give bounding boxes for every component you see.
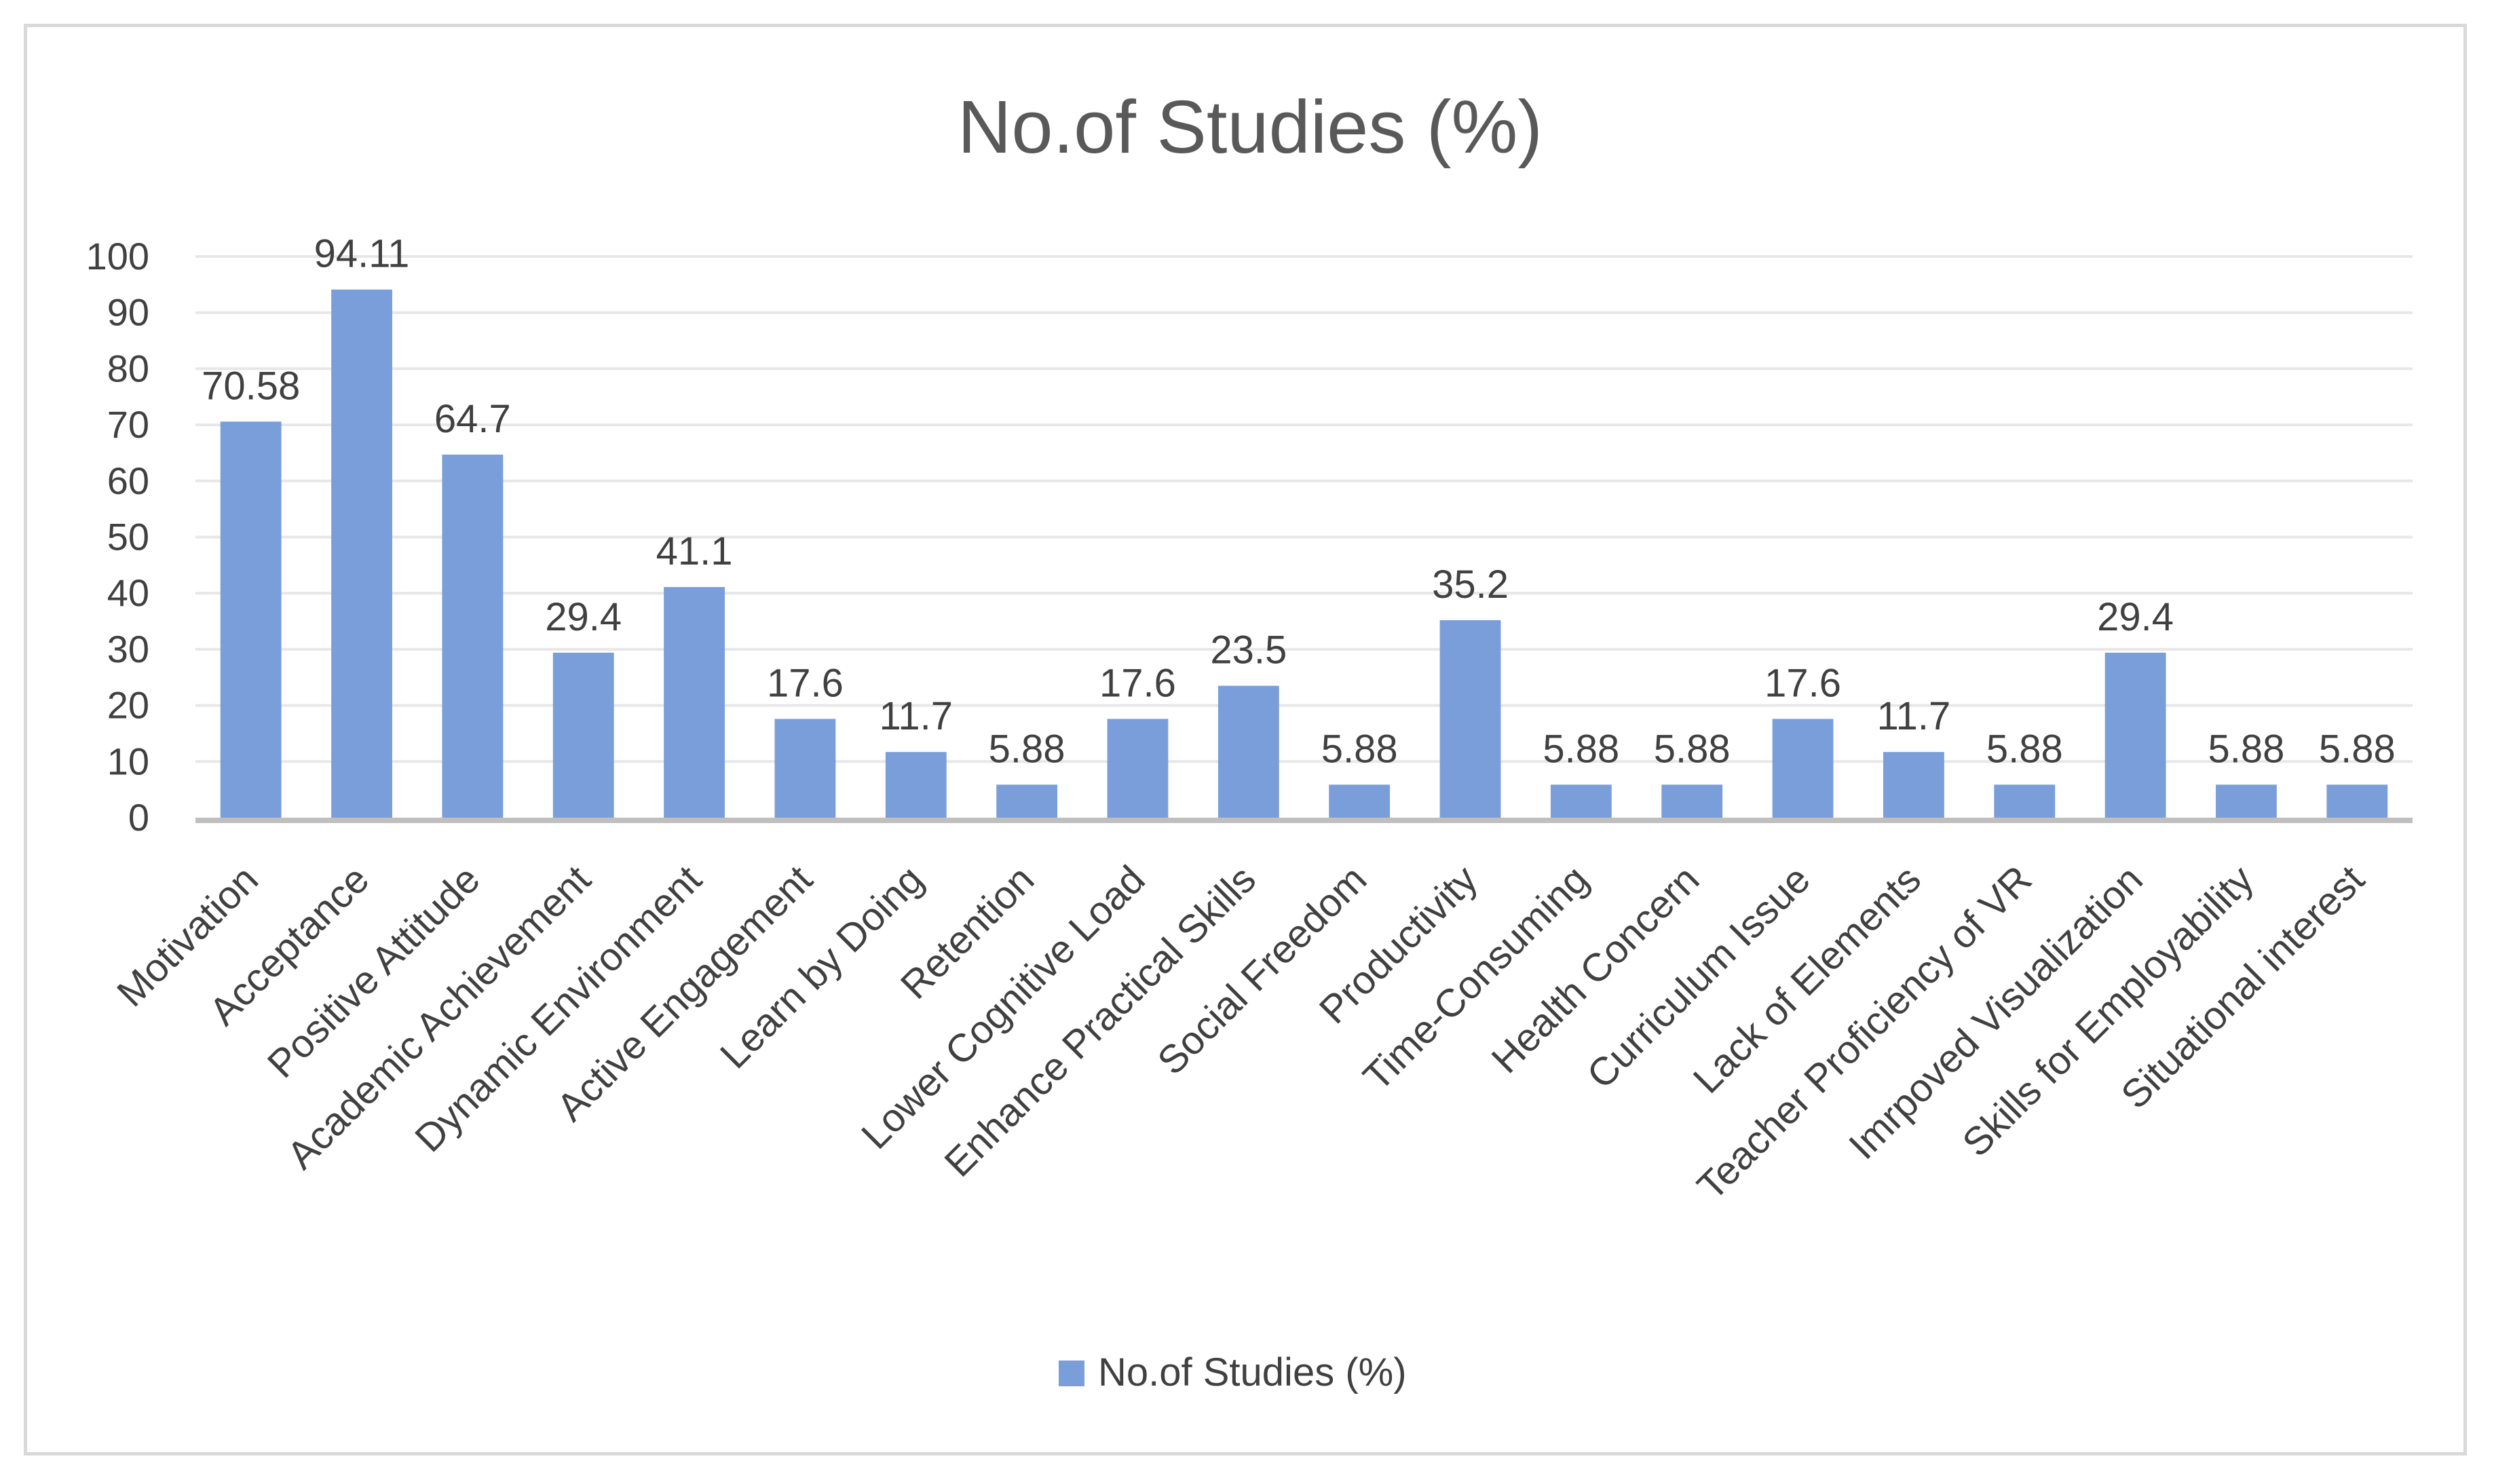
bar-13: [1550, 784, 1612, 818]
data-label-14: 5.88: [1654, 727, 1731, 771]
y-tick-label-60: 60: [107, 459, 149, 502]
legend: No.of Studies (%): [1059, 1350, 1407, 1394]
data-label-2: 94.11: [314, 232, 410, 276]
chart-frame: No.of Studies (%) 0 10 20 30 40 50 60 70 80 90 100…: [24, 24, 2467, 1456]
bar-11: [1329, 784, 1391, 818]
y-tick-label-70: 70: [107, 403, 149, 446]
data-label-12: 35.2: [1432, 563, 1509, 607]
data-label-16: 11.7: [1877, 694, 1951, 738]
y-tick-label-90: 90: [107, 291, 149, 334]
bar-18: [2104, 652, 2166, 818]
gridlines: [195, 255, 2413, 763]
bar-20: [2326, 784, 2388, 818]
bar-8: [996, 784, 1058, 818]
y-tick-label-80: 80: [107, 347, 149, 389]
bar-chart: No.of Studies (%) 0 10 20 30 40 50 60 70 80 90 100…: [86, 85, 2413, 1394]
chart-title: No.of Studies (%): [958, 85, 1543, 169]
bar-10: [1217, 685, 1279, 818]
bar-6: [774, 719, 836, 818]
x-tick-label-14: Health Concern: [1483, 857, 1707, 1082]
bar-12: [1439, 620, 1501, 818]
y-tick-label-100: 100: [86, 235, 149, 278]
bar-19: [2216, 784, 2277, 818]
data-label-4: 29.4: [545, 595, 622, 639]
data-label-3: 64.7: [434, 397, 511, 441]
bar-3: [442, 454, 504, 818]
bar-17: [1994, 784, 2056, 818]
data-label-6: 17.6: [767, 661, 844, 705]
data-label-9: 17.6: [1099, 661, 1176, 705]
y-tick-label-40: 40: [107, 571, 149, 614]
data-label-11: 5.88: [1321, 727, 1398, 771]
data-label-1: 70.58: [202, 364, 300, 408]
bar-7: [885, 752, 947, 818]
bars: [220, 289, 2388, 818]
data-label-10: 23.5: [1210, 628, 1287, 672]
bar-5: [664, 587, 725, 818]
y-tick-label-30: 30: [107, 628, 149, 670]
data-label-17: 5.88: [1986, 727, 2063, 771]
legend-swatch: [1059, 1361, 1084, 1386]
bar-14: [1661, 784, 1723, 818]
bar-15: [1772, 719, 1834, 818]
bar-4: [552, 652, 614, 818]
legend-label: No.of Studies (%): [1098, 1350, 1407, 1394]
data-label-8: 5.88: [989, 727, 1065, 771]
data-label-15: 17.6: [1764, 661, 1841, 705]
bar-2: [331, 289, 392, 818]
y-tick-label-10: 10: [107, 740, 149, 782]
x-tick-label-7: Learn by Doing: [712, 857, 932, 1077]
y-tick-label-50: 50: [107, 516, 149, 558]
data-label-20: 5.88: [2319, 727, 2396, 771]
data-label-13: 5.88: [1543, 727, 1619, 771]
data-label-19: 5.88: [2208, 727, 2285, 771]
bar-1: [220, 421, 282, 818]
data-labels: 70.58 94.11 64.7 29.4 41.1 17.6 11.7 5.88 17.6 23…: [202, 232, 2396, 772]
data-label-5: 41.1: [656, 529, 733, 573]
data-label-7: 11.7: [879, 694, 953, 738]
bar-9: [1107, 719, 1169, 818]
bar-16: [1883, 752, 1944, 818]
data-label-18: 29.4: [2097, 595, 2174, 639]
y-axis-ticks: 0 10 20 30 40 50 60 70 80 90 100: [86, 235, 149, 839]
y-tick-label-20: 20: [107, 684, 149, 727]
y-tick-label-0: 0: [128, 796, 149, 839]
